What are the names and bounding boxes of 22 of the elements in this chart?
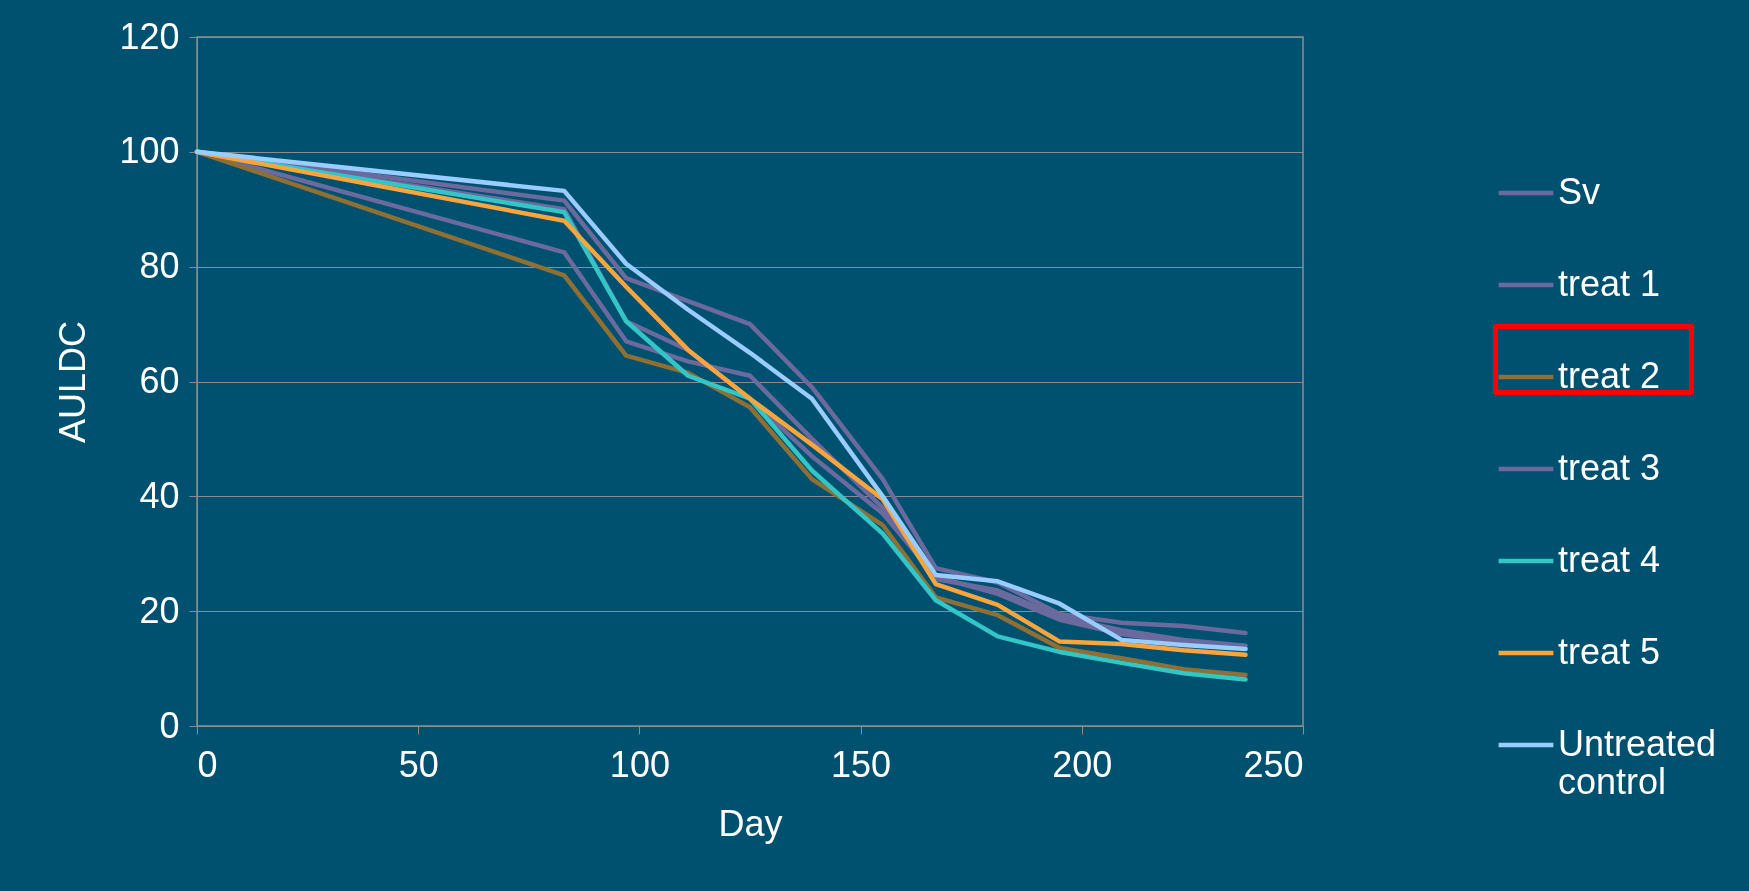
y-tick-label: 80 bbox=[139, 245, 180, 287]
x-tick-label: 200 bbox=[1052, 743, 1113, 785]
legend-label: treat 3 bbox=[1558, 447, 1661, 488]
y-tick-label: 60 bbox=[139, 360, 180, 401]
legend-label: treat 4 bbox=[1558, 539, 1661, 580]
y-axis-title: AULDC bbox=[52, 320, 94, 444]
x-tick-label: 150 bbox=[831, 743, 892, 785]
legend-label: Untreated control bbox=[1558, 723, 1717, 802]
x-tick-label: 100 bbox=[609, 743, 670, 785]
legend-label: treat 1 bbox=[1558, 263, 1661, 304]
x-tick-label: 0 bbox=[197, 743, 218, 785]
y-tick-label: 20 bbox=[139, 589, 180, 631]
y-tick-label: 0 bbox=[159, 704, 180, 746]
y-tick-label: 40 bbox=[139, 474, 180, 516]
legend-label: Sv bbox=[1558, 171, 1601, 212]
y-tick-label: 100 bbox=[119, 130, 180, 172]
x-tick-label: 250 bbox=[1243, 743, 1304, 785]
x-axis-title: Day bbox=[718, 802, 783, 844]
x-tick-label: 50 bbox=[398, 743, 439, 785]
legend-label: treat 5 bbox=[1558, 631, 1661, 672]
y-tick-label: 120 bbox=[119, 15, 180, 57]
legend-label: treat 2 bbox=[1558, 355, 1661, 396]
